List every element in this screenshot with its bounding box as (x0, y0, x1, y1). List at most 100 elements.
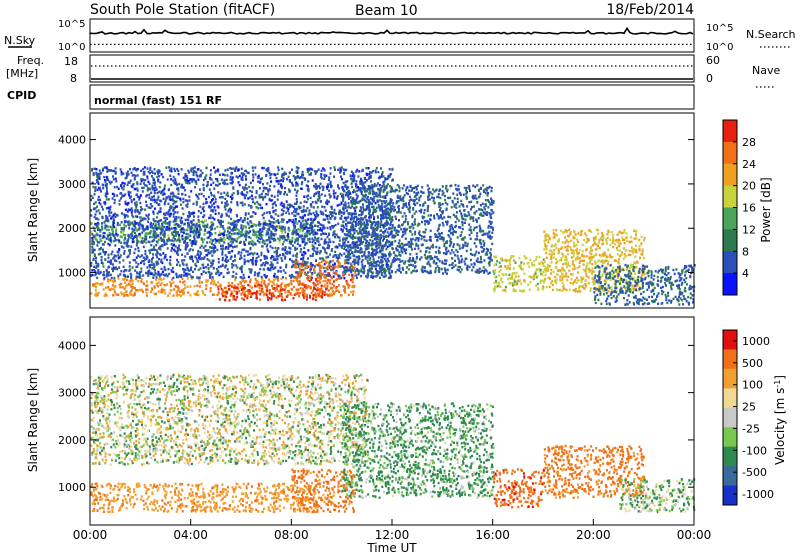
heatmap-cell (250, 194, 253, 197)
heatmap-cell (236, 202, 239, 205)
heatmap-cell (277, 191, 279, 194)
heatmap-cell (323, 232, 326, 235)
heatmap-cell (151, 170, 153, 173)
heatmap-cell (135, 289, 137, 292)
heatmap-cell (108, 180, 111, 183)
heatmap-cell (391, 208, 394, 211)
heatmap-cell (186, 266, 189, 270)
heatmap-cell (269, 184, 271, 188)
heatmap-cell (227, 247, 230, 250)
heatmap-cell (257, 223, 260, 226)
heatmap-cell (223, 298, 226, 302)
heatmap-cell (319, 223, 322, 226)
heatmap-cell (347, 193, 350, 196)
heatmap-cell (298, 272, 301, 275)
heatmap-cell (104, 219, 107, 223)
heatmap-cell (163, 216, 166, 220)
heatmap-cell (391, 270, 393, 274)
heatmap-cell (335, 278, 338, 282)
heatmap-cell (306, 271, 309, 274)
heatmap-cell (442, 210, 445, 213)
heatmap-cell (302, 210, 305, 213)
heatmap-cell (351, 284, 354, 288)
heatmap-cell (161, 270, 164, 273)
heatmap-cell (211, 227, 214, 231)
heatmap-cell (133, 293, 136, 296)
heatmap-cell (209, 289, 212, 293)
heatmap-cell (176, 211, 179, 214)
heatmap-cell (250, 221, 253, 225)
heatmap-cell (158, 203, 161, 207)
heatmap-cell (346, 206, 349, 209)
heatmap-cell (175, 239, 178, 243)
heatmap-cell (309, 254, 312, 258)
heatmap-cell (178, 239, 181, 242)
heatmap-cell (402, 196, 405, 199)
heatmap-cell (133, 292, 136, 295)
heatmap-cell (114, 239, 117, 242)
heatmap-cell (337, 274, 340, 277)
heatmap-cell (243, 218, 246, 222)
heatmap-cell (447, 215, 450, 218)
heatmap-cell (256, 281, 258, 284)
heatmap-cell (213, 218, 216, 221)
heatmap-cell (269, 173, 272, 177)
heatmap-cell (459, 226, 462, 229)
heatmap-cell (155, 278, 157, 281)
heatmap-cell (284, 191, 286, 194)
heatmap-cell (154, 219, 156, 223)
heatmap-cell (109, 273, 112, 277)
heatmap-cell (240, 177, 243, 180)
heatmap-cell (293, 230, 296, 233)
heatmap-cell (163, 235, 166, 238)
heatmap-cell (139, 261, 142, 265)
heatmap-cell (380, 255, 383, 258)
heatmap-cell (363, 250, 366, 254)
heatmap-cell (269, 280, 272, 283)
heatmap-cell (98, 241, 101, 244)
heatmap-cell (289, 219, 292, 222)
heatmap-cell (265, 174, 268, 177)
heatmap-cell (318, 252, 321, 255)
heatmap-cell (320, 266, 323, 269)
heatmap-cell (194, 268, 196, 271)
heatmap-cell (130, 200, 133, 204)
heatmap-cell (367, 204, 370, 207)
heatmap-cell (287, 232, 290, 236)
heatmap-cell (220, 178, 223, 181)
heatmap-cell (441, 217, 444, 220)
heatmap-cell (244, 226, 247, 229)
heatmap-cell (104, 251, 107, 254)
heatmap-cell (123, 287, 126, 290)
heatmap-cell (291, 288, 294, 291)
heatmap-cell (259, 180, 262, 184)
heatmap-cell (290, 181, 293, 185)
heatmap-cell (248, 196, 251, 199)
heatmap-cell (223, 238, 226, 241)
heatmap-cell (451, 231, 454, 234)
heatmap-cell (246, 230, 249, 234)
heatmap-cell (172, 209, 175, 212)
heatmap-cell (99, 271, 102, 274)
heatmap-cell (130, 195, 133, 198)
heatmap-cell (237, 252, 240, 255)
heatmap-cell (95, 217, 98, 220)
heatmap-cell (382, 239, 384, 242)
heatmap-cell (140, 219, 142, 222)
heatmap-cell (197, 293, 200, 297)
heatmap-cell (192, 223, 195, 226)
heatmap-cell (202, 183, 205, 187)
heatmap-cell (360, 179, 363, 182)
heatmap-cell (284, 226, 287, 229)
heatmap-cell (116, 214, 119, 217)
heatmap-cell (430, 214, 432, 217)
heatmap-cell (133, 251, 136, 255)
heatmap-cell (390, 262, 393, 265)
heatmap-cell (295, 271, 298, 274)
heatmap-cell (243, 248, 246, 251)
heatmap-cell (296, 222, 299, 225)
heatmap-cell (205, 225, 208, 228)
heatmap-cell (193, 228, 196, 231)
heatmap-cell (327, 289, 330, 292)
heatmap-cell (169, 174, 172, 177)
